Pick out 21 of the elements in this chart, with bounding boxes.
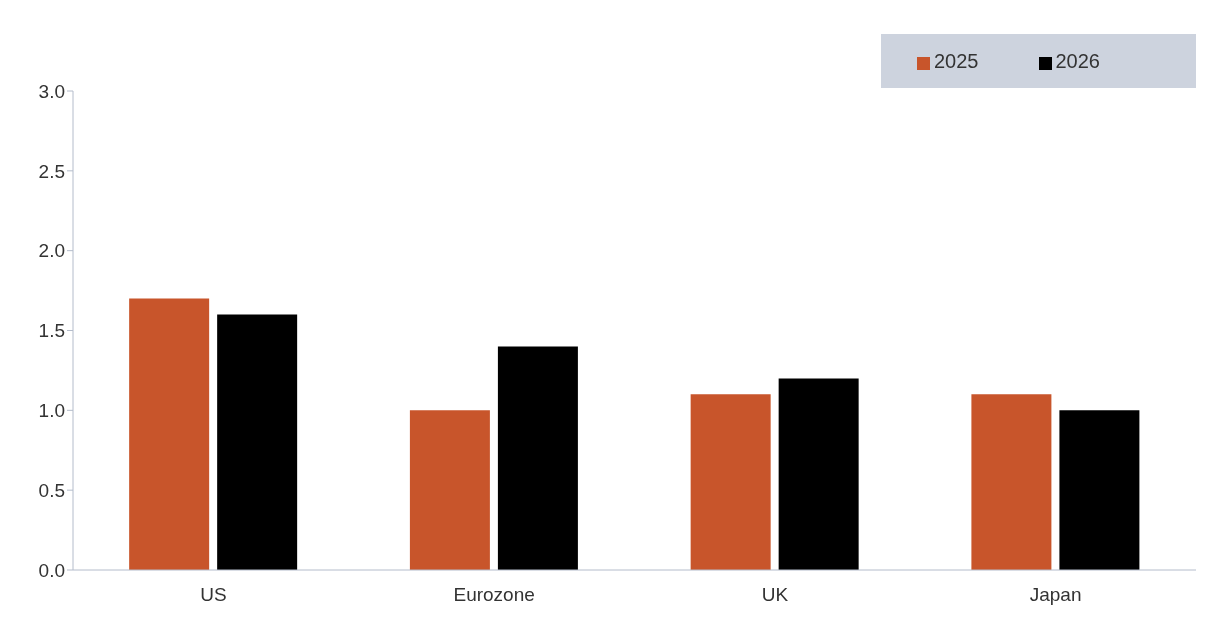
y-tick-label: 1.5 (38, 320, 65, 342)
x-tick-label: Japan (1029, 584, 1082, 606)
legend-label: 2025 (934, 49, 979, 72)
x-tick-label: UK (761, 584, 789, 606)
x-tick-label: Eurozone (453, 584, 535, 606)
bar (778, 378, 859, 570)
bar (217, 314, 298, 570)
y-tick-label: 0.0 (38, 559, 65, 581)
bar (1059, 410, 1140, 570)
x-tick-label: US (200, 584, 227, 606)
y-tick-label: 3.0 (38, 80, 65, 102)
bar (129, 298, 210, 570)
y-tick-label: 0.5 (38, 479, 65, 501)
bar (409, 410, 490, 570)
bar (971, 394, 1052, 570)
bar (690, 394, 771, 570)
y-tick-label: 2.0 (38, 240, 65, 262)
legend-label: 2026 (1055, 49, 1100, 72)
y-tick-label: 2.5 (38, 160, 65, 182)
bar (497, 346, 578, 570)
y-tick-label: 1.0 (38, 400, 65, 422)
